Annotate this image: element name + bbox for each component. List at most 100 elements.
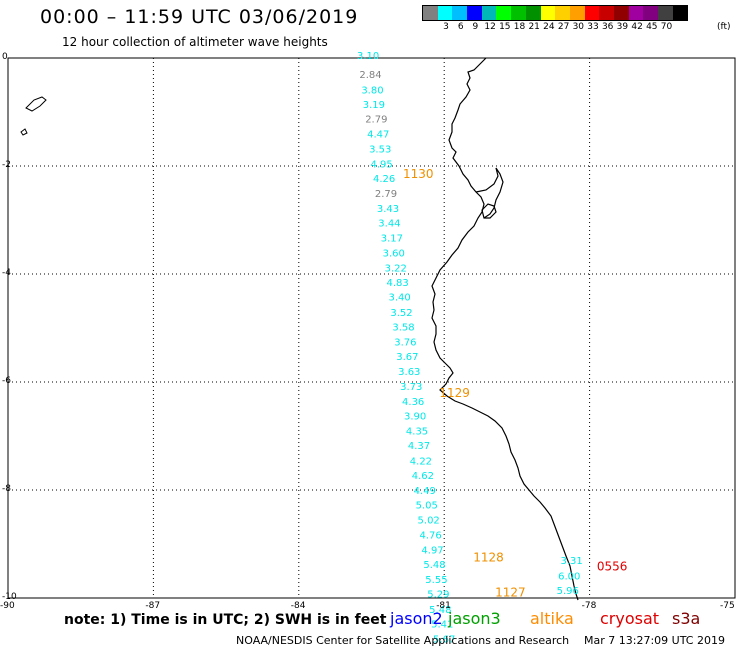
note-text: note: 1) Time is in UTC; 2) SWH is in fe… <box>64 612 387 628</box>
wave-height-label: 2.79 <box>365 114 387 125</box>
map-title: 00:00 – 11:59 UTC 03/06/2019 <box>40 6 359 28</box>
wave-height-label: 3.22 <box>385 264 407 275</box>
wave-height-label: 4.62 <box>412 471 434 482</box>
scale-label: 6 <box>457 22 464 32</box>
scale-swatch <box>452 6 468 20</box>
scale-swatch <box>658 6 673 20</box>
scale-label: 42 <box>631 22 643 32</box>
scale-label: 3 <box>443 22 449 32</box>
wave-height-label: 3.53 <box>369 145 391 156</box>
island-la-plata <box>25 96 47 112</box>
lat-tick-label: -4 <box>2 268 11 278</box>
scale-swatch <box>467 6 482 20</box>
pass-time-label: 1127 <box>495 586 526 600</box>
scale-label: 27 <box>557 22 570 32</box>
scale-swatch <box>540 6 556 20</box>
satellite-altika: altika <box>530 609 574 628</box>
coastline <box>431 57 579 601</box>
lat-tick-label: -8 <box>2 484 11 494</box>
scale-label: 15 <box>499 22 511 32</box>
scale-swatch <box>496 6 512 20</box>
scale-label: 70 <box>660 22 673 32</box>
pass-time-label: 1129 <box>439 386 470 400</box>
scale-swatch <box>481 6 497 20</box>
scale-unit: (ft) <box>717 22 731 32</box>
wave-height-label: 3.40 <box>388 293 410 304</box>
wave-height-label: 2.84 <box>359 70 381 81</box>
scale-swatch <box>584 6 600 20</box>
wave-height-label: 3.73 <box>400 382 422 393</box>
wave-height-label: 4.36 <box>402 397 424 408</box>
wave-height-label: 5.48 <box>423 560 445 571</box>
scale-swatch <box>555 6 570 20</box>
wave-height-label: 4.83 <box>387 278 409 289</box>
scale-label: 24 <box>543 22 555 32</box>
color-scale-bar <box>422 5 689 21</box>
scale-swatch <box>569 6 585 20</box>
lon-tick-label: -75 <box>720 601 735 611</box>
scale-label: 12 <box>484 22 496 32</box>
wave-height-label: 4.76 <box>419 530 441 541</box>
island-small <box>20 128 28 136</box>
footer-credit: NOAA/NESDIS Center for Satellite Applica… <box>236 634 570 647</box>
wave-height-label: 3.19 <box>363 100 385 111</box>
wave-height-label: 5.29 <box>427 590 449 601</box>
wave-height-label: 3.67 <box>396 352 418 363</box>
wave-height-label: 6.00 <box>558 571 580 582</box>
scale-label: 30 <box>572 22 585 32</box>
wave-height-label: 3.60 <box>383 248 405 259</box>
lon-tick-label: -81 <box>436 601 451 611</box>
scale-swatch <box>423 6 438 20</box>
map-frame <box>7 57 736 599</box>
wave-height-label: 5.02 <box>418 516 440 527</box>
scale-swatch <box>643 6 658 20</box>
wave-height-label: 3.58 <box>392 322 414 333</box>
wave-height-label: 4.22 <box>410 456 432 467</box>
satellite-s3a: s3a <box>672 609 701 628</box>
lon-tick-label: -90 <box>0 601 15 611</box>
scale-swatch <box>599 6 614 20</box>
lon-tick-label: -78 <box>581 601 597 611</box>
wave-height-label: 4.35 <box>406 427 428 438</box>
footer-timestamp: Mar 7 13:27:09 UTC 2019 <box>584 634 725 647</box>
map-subtitle: 12 hour collection of altimeter wave hei… <box>62 35 328 49</box>
satellite-jason2: jason2 <box>390 609 443 628</box>
color-scale-labels: 3 6 9 12 15 18 21 24 27 30 33 36 39 42 45 70 <box>422 22 740 34</box>
wave-height-label: 5.96 <box>557 586 579 597</box>
scale-label: 45 <box>646 22 658 32</box>
scale-label: 9 <box>472 22 479 32</box>
puna-island <box>481 203 497 219</box>
wave-height-label: 4.47 <box>367 130 389 141</box>
wave-height-label: 5.48 <box>429 605 451 616</box>
wave-height-label: 3.44 <box>378 219 400 230</box>
wave-height-label: 2.79 <box>375 189 397 200</box>
wave-height-label: 3.76 <box>394 338 416 349</box>
wave-height-label: 4.95 <box>371 159 393 170</box>
lon-tick-label: -87 <box>145 601 161 611</box>
satellite-jason3: jason3 <box>448 609 501 628</box>
satellite-cryosat: cryosat <box>600 609 660 628</box>
wave-height-label: 3.90 <box>404 411 426 422</box>
pass-time-label: 0556 <box>597 560 628 574</box>
scale-swatch <box>511 6 526 20</box>
wave-height-label: 5.55 <box>425 575 447 586</box>
scale-label: 39 <box>616 22 629 32</box>
wave-height-label: 3.10 <box>357 51 379 62</box>
lon-tick-label: -84 <box>290 601 306 611</box>
wave-height-label: 3.52 <box>390 308 412 319</box>
wave-height-label: 3.31 <box>561 556 583 567</box>
scale-swatch <box>628 6 644 20</box>
wave-height-label: 3.63 <box>398 367 420 378</box>
lat-tick-label: 0 <box>2 52 8 62</box>
scale-label: 18 <box>513 22 526 32</box>
wave-height-label: 4.37 <box>408 441 430 452</box>
scale-swatch <box>613 6 629 20</box>
wave-height-label: 5.41 <box>431 619 453 630</box>
wave-height-label: 4.97 <box>421 545 443 556</box>
wave-height-label: 3.17 <box>381 233 403 244</box>
lat-tick-label: -2 <box>2 160 11 170</box>
lat-tick-label: -10 <box>2 592 17 602</box>
wave-height-label: 5.05 <box>416 501 438 512</box>
gulf-coast <box>475 167 504 219</box>
